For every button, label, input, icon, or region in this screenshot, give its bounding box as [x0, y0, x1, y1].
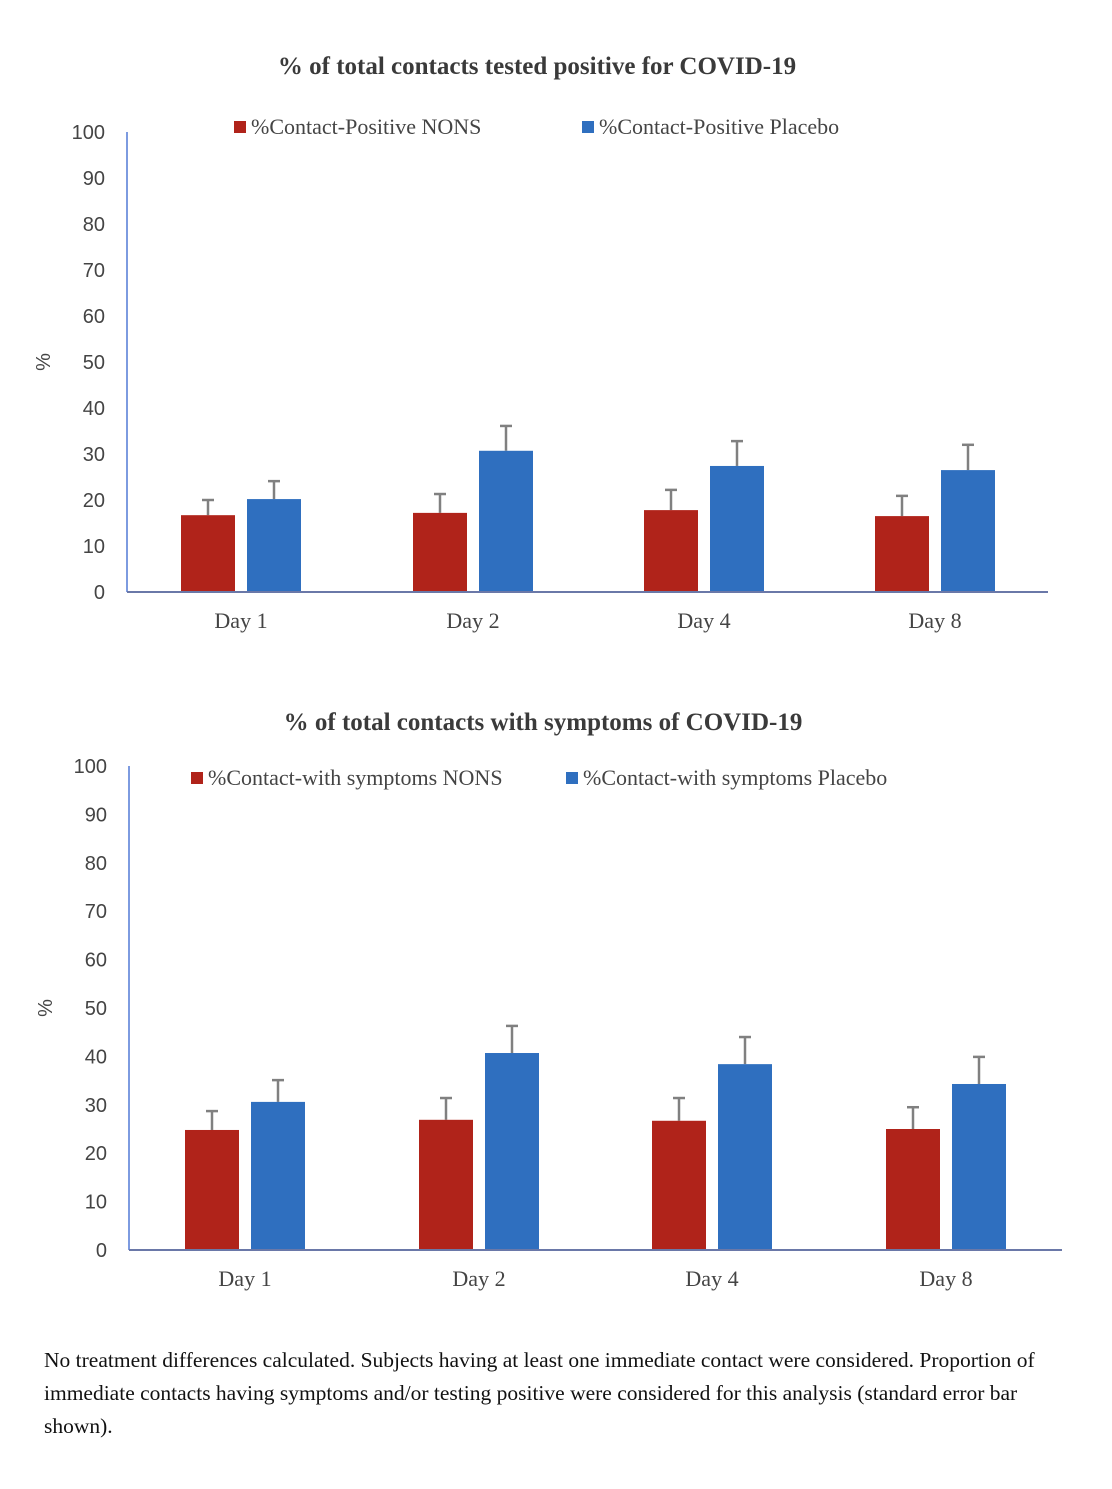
y-tick-label: 50: [85, 998, 107, 1020]
y-tick-label: 30: [83, 444, 105, 466]
y-tick-label: 40: [85, 1046, 107, 1068]
chart-title: % of total contacts tested positive for …: [278, 53, 796, 80]
legend-label: %Contact-with symptoms Placebo: [583, 765, 887, 790]
y-tick-label: 40: [83, 398, 105, 420]
legend-label: %Contact-Positive Placebo: [599, 114, 839, 139]
bar-nons: [181, 515, 235, 592]
chart-title: % of total contacts with symptoms of COV…: [284, 709, 803, 736]
bar-nons: [886, 1129, 940, 1250]
y-tick-label: 80: [83, 214, 105, 236]
bar-nons: [875, 516, 929, 592]
y-tick-label: 100: [74, 756, 107, 778]
bar-placebo: [247, 499, 301, 592]
legend-label: %Contact-Positive NONS: [251, 114, 481, 139]
x-tick-label: Day 4: [685, 1266, 738, 1291]
y-tick-label: 100: [72, 122, 105, 144]
y-axis-label: %: [35, 999, 57, 1017]
y-tick-label: 80: [85, 853, 107, 875]
x-tick-label: Day 8: [908, 608, 961, 633]
x-tick-label: Day 4: [677, 608, 730, 633]
bar-placebo: [710, 465, 764, 592]
y-tick-label: 30: [85, 1095, 107, 1117]
y-tick-label: 10: [83, 536, 105, 558]
figure-caption: No treatment differences calculated. Sub…: [44, 1348, 1035, 1438]
x-tick-label: Day 2: [452, 1266, 505, 1291]
legend-swatch: [234, 121, 246, 133]
bar-nons: [185, 1129, 239, 1250]
y-axis-label: %: [33, 353, 55, 371]
y-tick-label: 60: [85, 950, 107, 972]
y-tick-label: 90: [85, 804, 107, 826]
legend-swatch: [191, 772, 203, 784]
x-tick-label: Day 1: [218, 1266, 271, 1291]
y-tick-label: 20: [83, 490, 105, 512]
y-tick-label: 90: [83, 168, 105, 190]
bar-placebo: [485, 1053, 539, 1250]
x-tick-label: Day 1: [214, 608, 267, 633]
x-tick-label: Day 2: [446, 608, 499, 633]
bar-placebo: [479, 450, 533, 592]
y-tick-label: 70: [85, 901, 107, 923]
legend-swatch: [582, 121, 594, 133]
legend-label: %Contact-with symptoms NONS: [208, 765, 503, 790]
y-tick-label: 50: [83, 352, 105, 374]
bar-placebo: [952, 1083, 1006, 1250]
bar-placebo: [251, 1101, 305, 1250]
x-tick-label: Day 8: [919, 1266, 972, 1291]
legend-swatch: [566, 772, 578, 784]
bar-placebo: [718, 1064, 772, 1250]
bar-nons: [419, 1119, 473, 1250]
y-tick-label: 60: [83, 306, 105, 328]
bar-nons: [413, 512, 467, 592]
bar-placebo: [941, 470, 995, 592]
bar-nons: [644, 510, 698, 592]
bar-nons: [652, 1120, 706, 1250]
y-tick-label: 0: [96, 1240, 107, 1262]
y-tick-label: 20: [85, 1143, 107, 1165]
y-tick-label: 70: [83, 260, 105, 282]
y-tick-label: 10: [85, 1192, 107, 1214]
y-tick-label: 0: [94, 582, 105, 604]
